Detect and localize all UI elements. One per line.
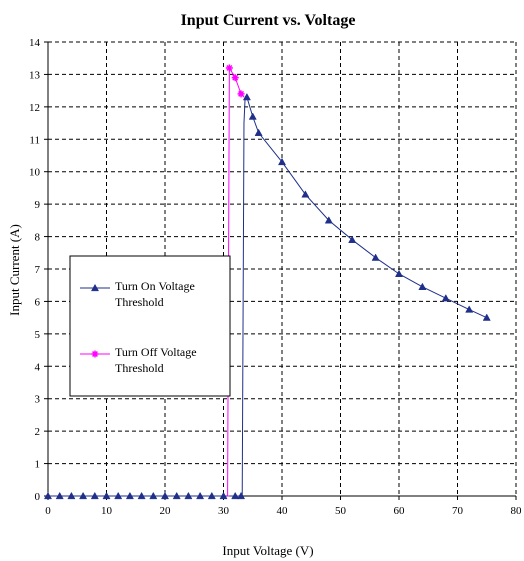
legend-label: Turn On Voltage — [115, 279, 195, 293]
y-tick-label: 4 — [35, 361, 41, 373]
data-point — [149, 491, 158, 500]
x-tick-label: 20 — [160, 505, 172, 517]
data-point — [55, 491, 64, 500]
data-point — [231, 74, 239, 82]
data-point — [172, 491, 181, 500]
y-tick-label: 10 — [29, 167, 41, 179]
x-tick-label: 30 — [218, 505, 230, 517]
data-point — [102, 491, 111, 500]
data-point — [482, 313, 491, 321]
y-tick-label: 9 — [35, 199, 41, 211]
legend-label: Turn Off Voltage — [115, 345, 197, 359]
data-point — [237, 90, 245, 98]
y-tick-label: 6 — [35, 296, 41, 308]
data-point — [277, 157, 287, 166]
data-point — [231, 491, 240, 500]
data-point — [225, 64, 233, 72]
y-axis-label: Input Current (A) — [7, 224, 22, 316]
legend-marker — [91, 350, 99, 358]
data-point — [90, 491, 99, 500]
series — [43, 64, 491, 500]
data-point — [196, 491, 205, 500]
data-point — [207, 491, 216, 500]
data-point — [242, 93, 251, 101]
y-tick-label: 11 — [29, 134, 40, 146]
y-tick-label: 8 — [35, 232, 41, 244]
data-point — [441, 294, 450, 302]
legend-entry-1: Turn On Voltage Threshold — [80, 279, 195, 309]
series-2 — [225, 64, 245, 497]
y-tick-label: 5 — [35, 329, 41, 341]
data-point — [67, 491, 76, 500]
data-point — [301, 190, 310, 198]
data-point — [43, 491, 53, 500]
legend-entry-2: Turn Off Voltage Threshold — [80, 345, 197, 375]
y-tick-label: 2 — [35, 426, 41, 438]
data-point — [184, 491, 193, 500]
data-point — [394, 269, 404, 277]
x-tick-label: 60 — [394, 505, 406, 517]
legend-label: Threshold — [115, 295, 164, 309]
data-point — [219, 491, 228, 500]
legend-box — [69, 255, 231, 397]
data-point — [237, 491, 246, 500]
data-point — [348, 235, 357, 243]
data-point — [125, 491, 134, 500]
data-point — [465, 305, 474, 313]
x-tick-label: 0 — [45, 505, 51, 517]
y-tick-label: 13 — [29, 69, 41, 81]
x-tick-label: 40 — [277, 505, 289, 517]
x-tick-label: 70 — [452, 505, 464, 517]
y-tick-label: 3 — [35, 394, 41, 406]
legend-marker — [90, 283, 100, 292]
data-point — [248, 112, 257, 120]
data-point — [137, 491, 146, 500]
series-1 — [43, 93, 491, 500]
y-tick-label: 14 — [29, 37, 41, 49]
y-tick-label: 12 — [29, 102, 40, 114]
x-tick-label: 50 — [335, 505, 347, 517]
data-point — [79, 491, 88, 500]
x-tick-label: 10 — [101, 505, 113, 517]
chart-title: Input Current vs. Voltage — [181, 12, 356, 29]
x-tick-label: 80 — [511, 505, 523, 517]
y-tick-label: 1 — [35, 459, 41, 471]
data-point — [114, 491, 123, 500]
y-tick-label: 7 — [35, 264, 41, 276]
data-point — [324, 216, 333, 224]
y-tick-label: 0 — [35, 491, 41, 503]
legend-label: Threshold — [115, 361, 164, 375]
data-point — [371, 253, 380, 261]
data-point — [254, 128, 263, 136]
x-axis-label: Input Voltage (V) — [222, 543, 313, 558]
data-point — [418, 282, 427, 290]
data-point — [160, 491, 170, 500]
grid — [48, 41, 517, 496]
